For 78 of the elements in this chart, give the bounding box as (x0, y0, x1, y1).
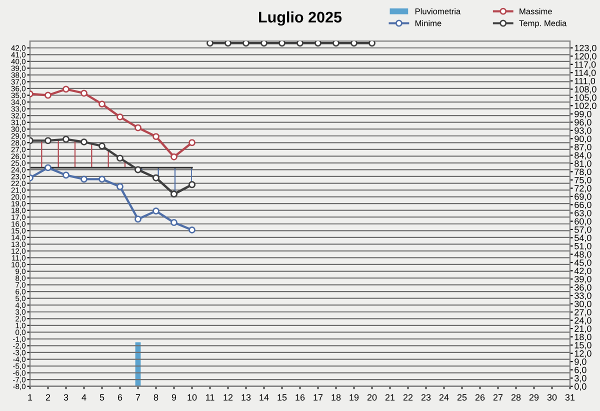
x-tick-label: 15 (278, 394, 287, 401)
y2-tick-label: 24,0 (574, 317, 592, 325)
x-tick-label: 11 (206, 394, 214, 401)
y2-tick-label: 69,0 (574, 193, 592, 201)
x-tick-label: 2 (46, 394, 50, 401)
y2-tick-label: 6,0 (574, 366, 586, 374)
y2-tick-label: 78,0 (574, 168, 592, 176)
y2-tick-label: 42,0 (574, 268, 592, 276)
x-tick-label: 4 (82, 394, 86, 401)
y2-tick-label: 45,0 (574, 259, 592, 267)
x-tick-label: 30 (547, 394, 557, 401)
y2-tick-label: 15,0 (574, 342, 592, 350)
y2-tick-label: 54,0 (574, 234, 592, 242)
y2-tick-label: 72,0 (574, 185, 592, 193)
y2-tick-label: 27,0 (574, 309, 592, 316)
y2-tick-label: 117,0 (574, 61, 596, 69)
x-tick-label: 22 (403, 394, 413, 401)
x-tick-label: 1 (28, 394, 32, 401)
y2-tick-label: 33,0 (574, 292, 592, 300)
y2-tick-label: 90,0 (574, 136, 592, 144)
x-tick-label: 31 (565, 394, 575, 401)
x-tick-label: 5 (100, 394, 104, 401)
x-tick-label: 14 (260, 394, 269, 401)
x-tick-label: 28 (511, 394, 521, 401)
y2-tick-label: 9,0 (574, 358, 586, 366)
y2-tick-label: 114,0 (574, 70, 596, 78)
x-tick-label: 9 (172, 394, 176, 401)
y2-tick-label: 48,0 (574, 251, 592, 259)
y2-tick-label: 36,0 (574, 284, 592, 292)
y2-tick-label: 75,0 (574, 176, 592, 184)
legend-label: Pluviometria (415, 8, 461, 14)
x-tick-label: 21 (385, 394, 395, 401)
y2-tick-label: 0,0 (574, 383, 586, 391)
x-tick-label: 26 (475, 394, 485, 401)
y2-tick-label: 87,0 (574, 144, 592, 152)
x-tick-label: 6 (118, 394, 122, 401)
y2-tick-label: 105,0 (574, 94, 596, 102)
y2-tick-label: 51,0 (574, 242, 592, 250)
x-tick-label: 3 (64, 394, 68, 401)
x-tick-label: 10 (188, 394, 197, 401)
chart-title: Luglio 2025 (259, 11, 342, 26)
y2-tick-label: 63,0 (574, 210, 592, 218)
y2-tick-label: 30,0 (574, 300, 592, 308)
y2-tick-label: 123,0 (574, 44, 596, 52)
x-tick-label: 19 (350, 394, 359, 401)
y2-tick-label: 102,0 (574, 102, 596, 110)
legend-label: Minime (415, 20, 442, 26)
y2-tick-label: 57,0 (574, 226, 592, 234)
y2-tick-label: 99,0 (574, 110, 592, 118)
x-tick-label: 13 (242, 394, 251, 401)
y2-tick-label: 96,0 (574, 119, 592, 127)
legend-label: Massime (520, 8, 552, 14)
x-tick-label: 18 (332, 394, 341, 401)
y2-tick-label: 108,0 (574, 86, 596, 94)
y2-tick-label: 60,0 (574, 218, 592, 226)
x-tick-label: 25 (457, 394, 467, 401)
y2-tick-label: 18,0 (574, 334, 592, 342)
x-tick-label: 29 (529, 394, 539, 401)
y2-tick-label: 66,0 (574, 202, 592, 210)
y2-tick-label: 21,0 (574, 326, 592, 333)
x-tick-label: 24 (439, 394, 449, 401)
x-tick-label: 23 (421, 394, 431, 401)
y2-tick-label: 3,0 (574, 375, 586, 383)
x-tick-label: 12 (224, 394, 233, 401)
y2-tick-label: 111,0 (574, 78, 596, 86)
y2-tick-label: 84,0 (574, 152, 592, 160)
y2-tick-label: 81,0 (574, 160, 592, 168)
legend-label: Temp. Media (519, 20, 567, 28)
x-tick-label: 8 (154, 394, 158, 401)
x-tick-label: 7 (136, 394, 140, 401)
x-tick-label: 17 (314, 394, 323, 401)
y2-tick-label: 39,0 (574, 276, 592, 284)
x-tick-label: 16 (296, 394, 305, 401)
y2-tick-label: 93,0 (574, 127, 592, 135)
y2-tick-label: 120,0 (574, 53, 596, 61)
x-tick-label: 20 (367, 394, 377, 401)
x-tick-label: 27 (493, 394, 503, 401)
y2-tick-label: 12,0 (574, 350, 592, 358)
